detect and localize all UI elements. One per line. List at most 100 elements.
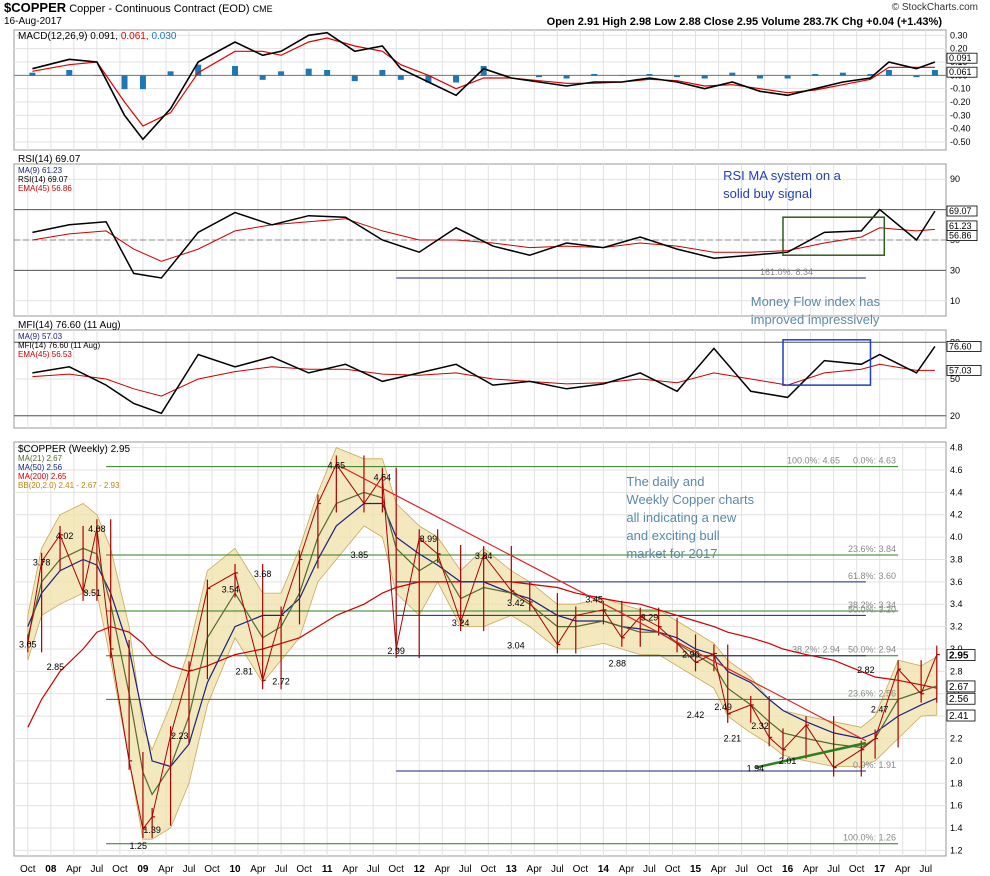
fib-level-label: 38.2%: 3.34 — [848, 600, 896, 610]
x-axis-label: 12 — [414, 864, 426, 875]
exchange: CME — [252, 4, 273, 14]
macd-histogram-bar — [913, 75, 920, 78]
price-point-label: 2.85 — [47, 662, 65, 672]
price-last-value-box — [946, 709, 976, 722]
mfi-annotation-line-1: Money Flow index has — [751, 294, 881, 309]
price-legend-item: MA(21) 2.67 — [18, 454, 63, 463]
macd-histogram-bar — [508, 75, 515, 76]
x-axis-label: 15 — [690, 864, 702, 875]
macd-histogram-bar — [305, 68, 312, 76]
macd-histogram-bar — [563, 75, 570, 79]
x-axis-label: Apr — [158, 864, 174, 875]
symbol: $COPPER — [4, 0, 67, 15]
x-axis-label: Jul — [735, 864, 748, 875]
x-axis-label: Apr — [66, 864, 82, 875]
chart-title: $COPPER Copper - Continuous Contract (EO… — [4, 0, 273, 15]
price-ytick-label: 2.2 — [950, 734, 963, 744]
macd-histogram-bar — [379, 70, 386, 76]
macd-histogram-bar — [397, 75, 404, 80]
price-last-value-box — [946, 692, 976, 705]
macd-ytick-label: -0.20 — [950, 97, 971, 107]
mfi-ytick-label: 20 — [950, 411, 960, 421]
price-point-label: 2.49 — [714, 702, 732, 712]
x-axis-label: Oct — [388, 864, 404, 875]
x-axis-label: Apr — [434, 864, 450, 875]
price-last-value-label: 2.56 — [949, 694, 969, 705]
price-point-label: 4.08 — [88, 524, 106, 534]
rsi-last-value-label: 69.07 — [949, 206, 972, 216]
x-axis-label: Jul — [643, 864, 656, 875]
x-axis-label: Oct — [20, 864, 36, 875]
x-axis-label: Apr — [895, 864, 911, 875]
macd-histogram-bar — [93, 75, 100, 76]
price-annotation-line: The daily and — [626, 474, 704, 489]
price-last-value-label: 2.95 — [949, 651, 969, 662]
price-ytick-label: 1.2 — [950, 845, 963, 855]
price-ytick-label: 4.2 — [950, 510, 963, 520]
mfi-legend-item: MA(9) 57.03 — [18, 332, 63, 341]
price-ytick-label: 2.0 — [950, 756, 963, 766]
macd-histogram-bar — [425, 75, 432, 83]
x-axis-label: Jul — [551, 864, 564, 875]
fib-level-label: 0.0%: 4.63 — [853, 456, 896, 466]
price-point-label: 3.54 — [222, 585, 240, 595]
price-point-label: 3.78 — [33, 558, 51, 568]
fib-level-label: 50.0%: 2.94 — [848, 645, 896, 655]
rsi-annotation-line-2: solid buy signal — [723, 186, 812, 201]
price-point-label: 3.24 — [452, 618, 470, 628]
price-ytick-label: 3.6 — [950, 577, 963, 587]
price-point-label: 2.32 — [751, 721, 769, 731]
price-ytick-label: 3.0 — [950, 644, 963, 654]
x-axis-label: Oct — [757, 864, 773, 875]
x-axis-label: Jul — [459, 864, 472, 875]
rsi-ytick-label: 90 — [950, 174, 960, 184]
price-point-label: 3.42 — [507, 598, 525, 608]
price-point-label: 2.72 — [272, 676, 290, 686]
price-legend-item: BB(20,2.0) 2.41 - 2.67 - 2.93 — [18, 481, 120, 490]
fib-level-label: 61.8%: 3.60 — [848, 571, 896, 581]
price-point-label: 2.96 — [682, 649, 700, 659]
x-axis-label: Apr — [527, 864, 543, 875]
instrument-name: Copper - Continuous Contract (EOD) — [69, 3, 250, 15]
macd-line — [32, 31, 936, 141]
macd-ytick-label: -0.30 — [950, 110, 971, 120]
price-point-label: 1.39 — [143, 825, 161, 835]
x-axis-label: Apr — [711, 864, 727, 875]
price-point-label: 3.29 — [641, 613, 659, 623]
price-legend-item: $COPPER (Weekly) 2.95 — [18, 444, 131, 455]
x-axis-label: Oct — [573, 864, 589, 875]
price-annotation-line: Weekly Copper charts — [626, 492, 754, 507]
fib-level-label: 100.0%: 4.65 — [787, 456, 840, 466]
macd-histogram-bar — [701, 75, 708, 79]
macd-histogram-bar — [195, 64, 202, 76]
x-axis-label: 17 — [874, 864, 886, 875]
price-point-label: 4.65 — [328, 460, 346, 470]
rsi-last-value-label: 56.86 — [949, 231, 972, 241]
price-last-value-box — [946, 649, 976, 661]
mfi-last-value-box — [946, 341, 982, 352]
price-annotation-line: market for 2017 — [626, 546, 717, 561]
price-annotation-line: and exciting bull — [626, 528, 719, 543]
macd-histogram-bar — [29, 72, 36, 76]
mfi-legend-item: MFI(14) 76.60 (11 Aug) — [18, 341, 100, 350]
price-ytick-label: 4.0 — [950, 532, 963, 542]
macd-panel-frame — [13, 29, 947, 151]
macd-legend-value: 0.061, — [121, 31, 152, 42]
price-legend-item: MA(200) 2.65 — [18, 472, 67, 481]
rsi-legend-item: RSI(14) 69.07 — [18, 175, 68, 184]
macd-histogram-bar — [756, 75, 763, 79]
mfi-legend-item: MFI(14) 76.60 (11 Aug) — [18, 320, 121, 331]
price-point-label: 2.23 — [171, 731, 189, 741]
x-axis-label: Apr — [342, 864, 358, 875]
price-legend-item: MA(50) 2.56 — [18, 463, 63, 472]
macd-histogram-bar — [618, 75, 625, 76]
fib-level-label: 50.0%: 3.20 — [848, 604, 896, 614]
macd-histogram-bar — [167, 71, 174, 76]
x-axis-label: 13 — [506, 864, 518, 875]
x-axis-label: Jul — [827, 864, 840, 875]
mfi-highlight-box — [782, 339, 872, 386]
price-ytick-label: 4.6 — [950, 465, 963, 475]
macd-histogram-bar — [839, 72, 846, 76]
macd-ytick-label: -0.40 — [950, 124, 971, 134]
rsi-last-value-label: 61.23 — [949, 221, 972, 231]
